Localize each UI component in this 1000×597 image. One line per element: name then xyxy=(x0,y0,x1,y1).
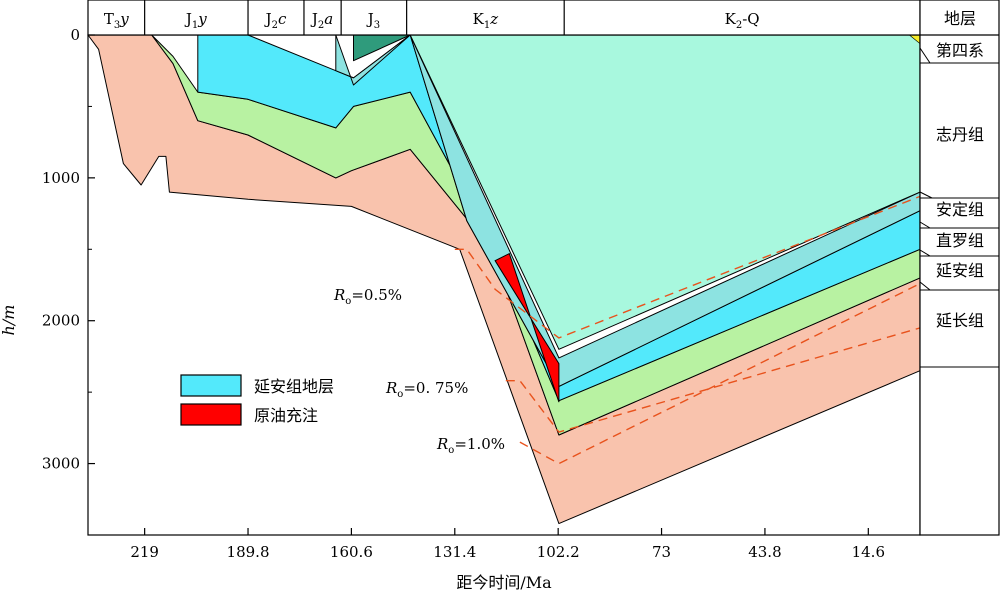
x-tick-label-2: 160.6 xyxy=(330,543,373,561)
maturity-line-1 xyxy=(505,327,921,433)
x-tick-label-5: 73 xyxy=(652,543,671,561)
period-label-4: J3 xyxy=(366,10,380,31)
maturity-lines xyxy=(454,195,921,465)
oil-charging-polygon xyxy=(494,252,560,403)
x-tick-label-6: 43.8 xyxy=(748,543,781,561)
x-tick-label-4: 102.2 xyxy=(537,543,580,561)
period-label-1: J1y xyxy=(184,10,207,31)
period-header: T3y J1y J2c J2a J3 K1z K2-Q xyxy=(104,0,760,35)
x-axis-title: 距今时间/Ma xyxy=(456,573,552,592)
period-header-strip xyxy=(87,0,921,36)
period-label-3: J2a xyxy=(310,10,333,31)
x-axis: 219 189.8 160.6 131.4 102.2 73 43.8 14.6 xyxy=(130,528,885,561)
formation-connector-0 xyxy=(919,47,931,64)
formation-label-1: 志丹组 xyxy=(936,125,984,144)
maturity-line-0 xyxy=(454,195,921,339)
formation-header: 地层 xyxy=(944,9,976,28)
x-tick-label-0: 219 xyxy=(130,543,159,561)
x-tick-label-7: 14.6 xyxy=(852,543,885,561)
formation-connector-4 xyxy=(919,281,931,291)
maturity-labels: Ro=0.5% Ro=0. 75% Ro=1.0% xyxy=(333,286,505,456)
formation-label-4: 延安组 xyxy=(936,261,984,280)
y-axis: 0 1000 2000 3000 xyxy=(42,26,95,473)
y-axis-title: h/m xyxy=(0,305,18,336)
y-tick-label-1: 1000 xyxy=(42,169,80,187)
x-tick-label-3: 131.4 xyxy=(433,543,476,561)
y-tick-label-2: 2000 xyxy=(42,312,80,330)
formation-label-5: 延长组 xyxy=(936,311,984,330)
period-label-6: K2-Q xyxy=(725,10,760,31)
formation-connector-3 xyxy=(919,249,931,257)
period-label-5: K1z xyxy=(473,10,499,31)
legend-label-0: 延安组地层 xyxy=(254,377,334,396)
legend-label-1: 原油充注 xyxy=(254,406,318,425)
burial-layers xyxy=(87,34,921,525)
y-tick-label-3: 3000 xyxy=(42,455,80,473)
maturity-label-1: Ro=0. 75% xyxy=(385,379,468,400)
period-label-2: J2c xyxy=(264,10,287,31)
oil-charging-area xyxy=(494,252,560,403)
formation-label-0: 第四系 xyxy=(936,41,984,60)
formation-connector-2 xyxy=(919,221,931,229)
formation-label-3: 直罗组 xyxy=(936,231,984,250)
formation-connector-1 xyxy=(919,191,933,199)
legend-swatch-0 xyxy=(180,374,242,397)
formation-label-2: 安定组 xyxy=(936,200,984,219)
period-label-0: T3y xyxy=(104,10,129,31)
maturity-label-2: Ro=1.0% xyxy=(436,435,505,456)
y-tick-label-0: 0 xyxy=(70,26,80,44)
legend-swatch-1 xyxy=(180,403,242,426)
burial-layer-3 xyxy=(335,34,921,387)
maturity-label-0: Ro=0.5% xyxy=(333,286,402,307)
formation-column xyxy=(919,0,1000,536)
x-tick-label-1: 189.8 xyxy=(227,543,270,561)
